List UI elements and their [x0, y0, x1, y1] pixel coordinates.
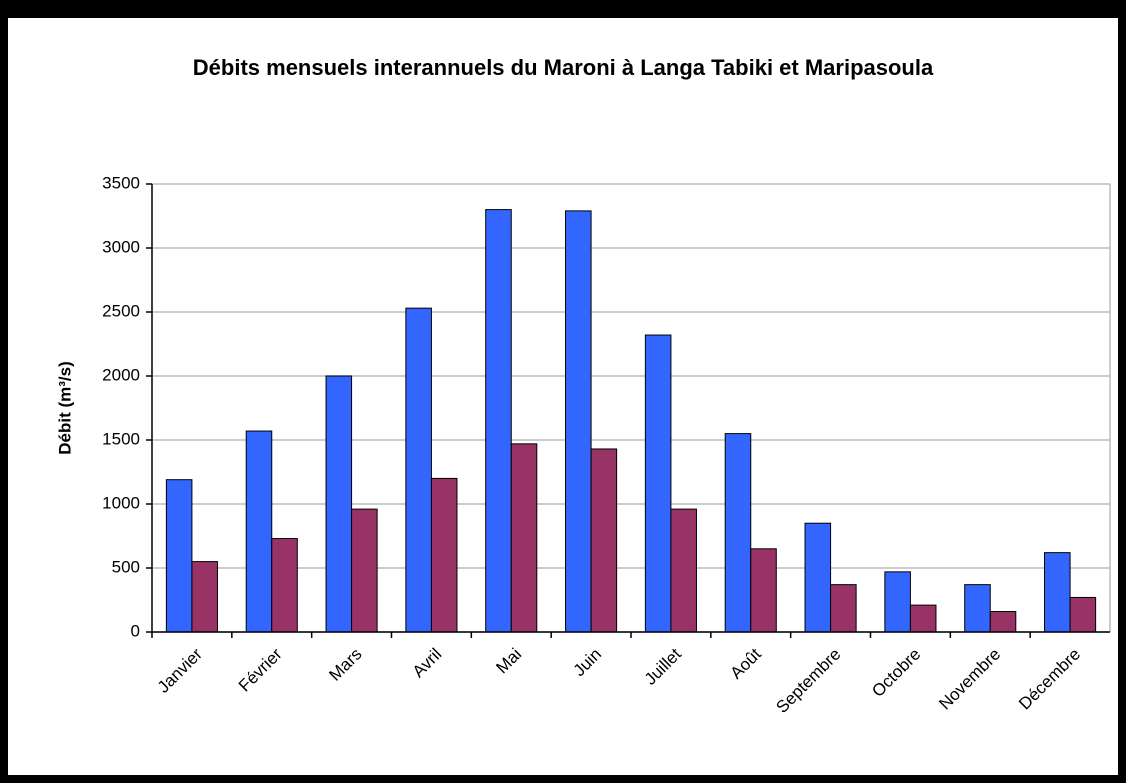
bar: [989, 611, 1017, 633]
bar: [271, 538, 298, 633]
x-tick-label: Octobre: [868, 645, 924, 701]
bar: [964, 584, 991, 633]
bar: [804, 522, 832, 633]
x-tick-label: Septembre: [772, 645, 844, 717]
bar: [1069, 596, 1097, 633]
x-tick-label: Août: [727, 644, 765, 682]
bar: [485, 209, 512, 633]
x-tick-label: Mai: [492, 645, 525, 678]
bar: [830, 584, 857, 633]
y-tick-label: 2000: [102, 365, 140, 384]
y-axis-label: Débit (m³/s): [55, 361, 74, 455]
y-tick-label: 1000: [102, 493, 140, 512]
bar: [325, 375, 353, 633]
x-tick-label: Juin: [570, 645, 605, 680]
x-tick-label: Mars: [325, 645, 365, 685]
y-tick-label: 1500: [102, 429, 140, 448]
x-tick-label: Février: [235, 644, 286, 695]
x-tick-label: Juillet: [641, 644, 685, 688]
y-tick-label: 3000: [102, 237, 140, 256]
bar: [724, 433, 752, 633]
x-tick-label: Décembre: [1015, 645, 1084, 714]
bar: [884, 571, 911, 633]
bar: [405, 307, 432, 633]
bar: [670, 508, 697, 633]
x-tick-label: Janvier: [154, 644, 206, 696]
bar: [351, 508, 378, 633]
x-tick-label: Avril: [409, 645, 446, 682]
bar: [644, 334, 672, 633]
y-tick-label: 3500: [102, 173, 140, 192]
chart-title: Débits mensuels interannuels du Maroni à…: [192, 55, 934, 80]
bar: [245, 430, 273, 633]
bar: [909, 604, 937, 633]
bar: [750, 548, 777, 633]
x-tick-label: Novembre: [935, 645, 1004, 714]
bar: [191, 561, 218, 633]
bar: [165, 479, 193, 633]
bar: [565, 210, 592, 633]
bar: [430, 477, 458, 633]
y-tick-label: 500: [112, 557, 140, 576]
chart-frame: Débits mensuels interannuels du Maroni à…: [8, 18, 1118, 775]
y-tick-label: 0: [131, 621, 140, 640]
bar: [590, 448, 618, 633]
y-tick-label: 2500: [102, 301, 140, 320]
bar: [510, 443, 538, 633]
bar: [1044, 552, 1071, 633]
